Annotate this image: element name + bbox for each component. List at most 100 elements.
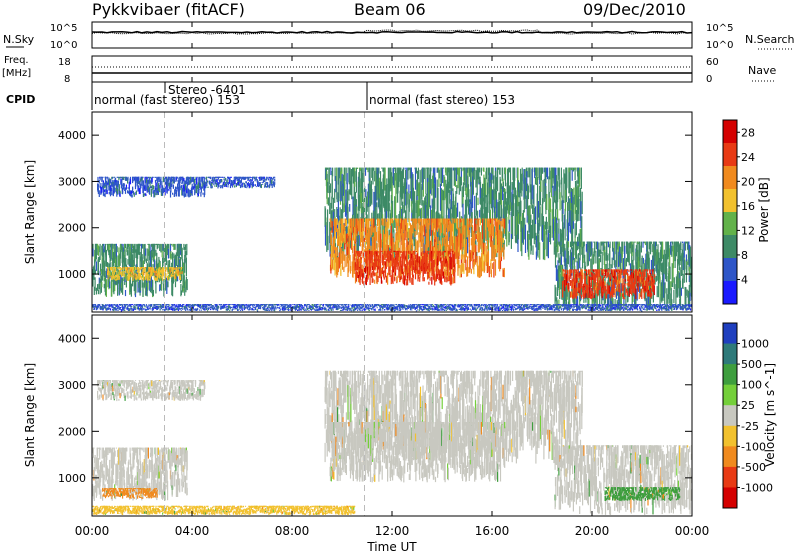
power-region-6 [354,250,456,286]
power-cbar-tick-4: 20 [741,175,755,188]
power-cbar-seg-5 [723,235,737,259]
noise-left-tick-top: 10^5 [50,23,77,34]
power-cbar-tick-5: 24 [741,151,755,164]
velocity-cbar-tick-1: 500 [741,358,762,371]
power-panel: 1000 2000 3000 4000 Slant Range [km] 4 8 12 16… [23,111,771,313]
cpid-label: CPID [6,93,35,106]
power-cbar-tick-6: 28 [741,126,755,139]
noise-sky-trace [91,30,693,34]
freq-left-tick-top: 18 [58,57,71,68]
velocity-cbar-tick-5: -100 [741,440,766,453]
velocity-cbar-tick-0: 1000 [741,338,769,351]
power-axis: 1000 2000 3000 4000 [58,129,692,281]
velocity-ytick-2: 3000 [58,379,86,392]
freq-right-tick-top: 60 [706,57,719,68]
velocity-cbar-seg-5 [723,425,737,447]
power-cbar-tick-0: 4 [741,273,748,286]
velocity-data-layer [92,315,692,516]
power-ytick-2: 3000 [58,175,86,188]
velocity-cbar-seg-4 [723,405,737,427]
power-cbar-seg-2 [723,166,737,190]
velocity-region-7 [92,505,356,516]
site-title: Pykkvibaer (fitACF) [92,0,245,19]
x-tick-label-2: 08:00 [275,524,310,538]
power-cbar-seg-0 [723,120,737,144]
velocity-cbar-seg-8 [723,487,737,509]
power-region-8 [562,269,656,300]
velocity-cbar-tick-6: -500 [741,461,766,474]
power-cbar-tick-2: 12 [741,224,755,237]
velocity-colorbar: 1000 500 100 25 -25 -100 -500 -1000 [722,322,773,509]
x-axis-ticks: 00:00 04:00 08:00 12:00 16:00 20:00 00:00 [75,22,710,538]
x-tick-label-3: 12:00 [375,524,410,538]
x-tick-label-5: 20:00 [575,524,610,538]
x-tick-label-4: 16:00 [475,524,510,538]
date-title: 09/Dec/2010 [583,0,686,19]
velocity-axis: 1000 2000 3000 4000 [58,332,692,485]
velocity-cbar-label-text: Velocity [m s^-1] [763,363,777,467]
power-cbar-seg-1 [723,143,737,167]
power-data-layer [92,112,692,312]
x-tick-label-6: 00:00 [675,524,710,538]
cpid-seg-3: normal (fast stereo) 153 [369,93,515,107]
beam-title: Beam 06 [354,0,426,19]
velocity-cbar-seg-6 [723,446,737,468]
x-axis-label: Time UT [366,540,417,554]
power-colorbar: 4 8 12 16 20 24 28 [722,119,755,305]
noise-right-tick-bottom: 10^0 [706,40,733,51]
velocity-region-0 [92,447,188,501]
velocity-region-6 [604,487,681,501]
freq-right-tick-bottom: 0 [706,74,712,85]
velocity-cbar-tick-2: 100 [741,379,762,392]
velocity-cbar-tick-7: -1000 [741,481,773,494]
power-cbar-seg-3 [723,189,737,213]
velocity-region-4 [329,422,506,483]
velocity-cbar-seg-3 [723,384,737,406]
cpid-seg-1: normal (fast stereo) 153 [94,93,240,107]
freq-left-tick-bottom: 8 [64,74,70,85]
noise-left-tick-bottom: 10^0 [50,40,77,51]
velocity-cbar-seg-7 [723,466,737,488]
power-region-2 [97,176,206,198]
cpid-panel: CPID normal (fast stereo) 153 Stereo -64… [6,82,515,110]
velocity-region-5 [554,445,692,515]
power-ylabel: Slant Range [km] [23,160,37,264]
noise-right-tick-top: 10^5 [706,23,733,34]
noise-search-label: N.Search [745,33,795,46]
power-cbar-seg-7 [723,281,737,305]
velocity-cbar-seg-0 [723,323,737,345]
freq-panel: Freq. [MHz] 18 8 60 0 Nave [2,55,776,85]
power-ytick-3: 4000 [58,129,86,142]
velocity-panel: 1000 2000 3000 4000 Slant Range [km] 1000 50… [23,314,777,517]
velocity-ytick-1: 2000 [58,425,86,438]
power-cbar-seg-6 [723,258,737,282]
velocity-region-1 [102,488,158,499]
velocity-ylabel: Slant Range [km] [23,363,37,467]
power-region-3 [204,176,276,189]
nave-label: Nave [748,64,776,77]
power-cbar-tick-1: 8 [741,249,748,262]
cpid-seg-2: Stereo -6401 [168,83,246,97]
freq-label-bottom: [MHz] [2,68,31,79]
velocity-cbar-tick-4: -25 [741,420,759,433]
velocity-region-2 [97,380,206,402]
power-cbar-seg-4 [723,212,737,236]
power-region-9 [92,304,692,312]
freq-label-top: Freq. [4,55,29,66]
velocity-ytick-3: 4000 [58,332,86,345]
noise-panel: N.Sky 10^5 10^0 10^5 10^0 N.Search [3,21,795,51]
noise-sky-label: N.Sky [3,33,35,46]
power-ytick-0: 1000 [58,268,86,281]
power-ytick-1: 2000 [58,222,86,235]
velocity-cbar-seg-2 [723,364,737,386]
velocity-cbar-label: Velocity [m s^-1] [763,363,777,467]
x-tick-label-1: 04:00 [175,524,210,538]
velocity-cbar-tick-3: 25 [741,399,755,412]
x-tick-label-0: 00:00 [75,524,110,538]
velocity-ytick-0: 1000 [58,472,86,485]
power-cbar-tick-3: 16 [741,200,755,213]
power-cbar-label: Power [dB] [757,177,771,242]
noise-search-trace [91,29,693,35]
power-region-1 [107,267,183,281]
